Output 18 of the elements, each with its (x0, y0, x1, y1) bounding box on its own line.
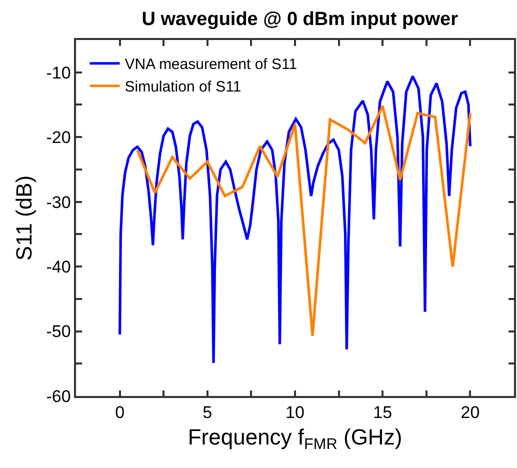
y-tick-label: -20 (46, 128, 71, 148)
x-tick-label: 0 (115, 403, 125, 422)
chart-title: U waveguide @ 0 dBm input power (142, 9, 459, 30)
y-axis-title: S11 (dB) (12, 175, 37, 261)
x-tick-label: 20 (460, 403, 480, 422)
x-tick-label: 5 (202, 403, 212, 422)
y-tick-label: -50 (46, 322, 71, 342)
y-tick-label: -40 (46, 258, 71, 276)
x-tick-label: 10 (286, 403, 304, 422)
legend-label: Simulation of S11 (124, 78, 242, 96)
line-series (136, 104, 472, 338)
y-tick-label: -10 (46, 63, 71, 82)
y-tick-label: -60 (46, 386, 71, 406)
legend-label: VNA measurement of S11 (124, 56, 298, 74)
line-series (118, 74, 472, 364)
x-tick-label: 15 (373, 403, 392, 422)
y-tick-label: -30 (46, 192, 71, 212)
x-axis-title: Frequency f$_{FMR}$ (GHz) (188, 424, 402, 454)
